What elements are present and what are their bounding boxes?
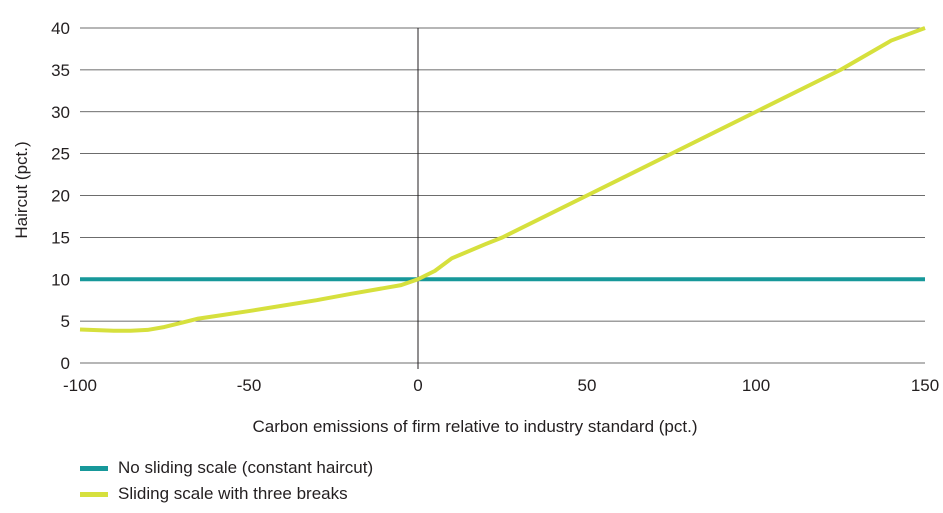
legend-label: No sliding scale (constant haircut) (118, 458, 374, 477)
y-tick-labels: 0 5 10 15 20 25 30 35 40 (51, 19, 70, 373)
legend: No sliding scale (constant haircut) Slidi… (80, 455, 373, 507)
y-axis-title: Haircut (pct.) (12, 141, 31, 238)
y-tick-label: 30 (51, 103, 70, 122)
y-tick-label: 15 (51, 228, 70, 247)
legend-item: Sliding scale with three breaks (80, 481, 373, 507)
x-tick-labels: -100 -50 0 50 100 150 (63, 376, 939, 395)
x-tick-label: 100 (742, 376, 770, 395)
x-tick-label: 0 (413, 376, 422, 395)
y-tick-label: 0 (61, 354, 70, 373)
legend-swatch (80, 465, 108, 471)
x-tick-label: -50 (237, 376, 262, 395)
y-tick-label: 10 (51, 270, 70, 289)
x-tick-label: -100 (63, 376, 97, 395)
y-tick-label: 40 (51, 19, 70, 38)
y-tick-label: 5 (61, 312, 70, 331)
legend-swatch (80, 491, 108, 497)
x-axis-title: Carbon emissions of firm relative to ind… (252, 417, 697, 436)
x-tick-label: 150 (911, 376, 939, 395)
legend-label: Sliding scale with three breaks (118, 484, 348, 503)
series-layer (79, 26, 926, 333)
legend-item: No sliding scale (constant haircut) (80, 455, 373, 481)
y-tick-label: 25 (51, 145, 70, 164)
x-tick-label: 50 (578, 376, 597, 395)
y-tick-label: 20 (51, 187, 70, 206)
gridlines (80, 27, 925, 364)
y-tick-label: 35 (51, 61, 70, 80)
series-line-1 (79, 26, 926, 333)
